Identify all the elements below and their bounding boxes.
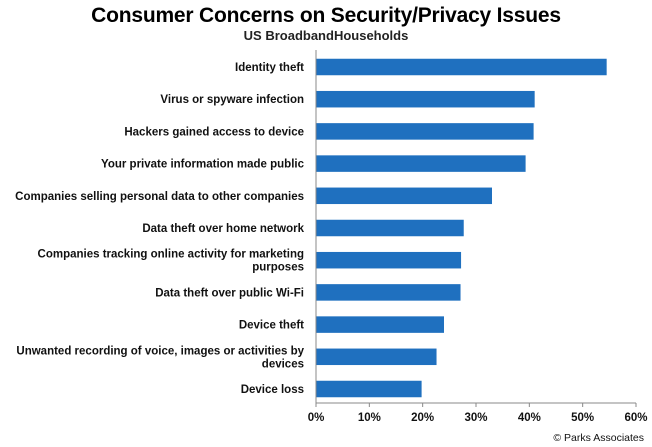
chart-title: Consumer Concerns on Security/Privacy Is… bbox=[91, 4, 561, 27]
source-note: © Parks Associates bbox=[553, 432, 644, 444]
x-tick-label: 10% bbox=[358, 412, 381, 424]
bar bbox=[316, 316, 444, 333]
bar bbox=[316, 251, 462, 269]
category-label: Hackers gained access to device bbox=[124, 126, 304, 138]
category-label: Data theft over public Wi-Fi bbox=[155, 287, 304, 299]
chart-subtitle: US BroadbandHouseholds bbox=[243, 28, 409, 43]
category-label: Your private information made public bbox=[101, 159, 305, 171]
bar bbox=[316, 58, 607, 76]
category-label: purposes bbox=[252, 262, 304, 274]
category-label: Companies tracking online activity for m… bbox=[38, 249, 304, 261]
category-label: Device theft bbox=[239, 320, 304, 332]
category-label: Unwanted recording of voice, images or a… bbox=[16, 345, 304, 357]
bar bbox=[316, 90, 535, 108]
bar bbox=[316, 123, 534, 140]
category-label: Companies selling personal data to other… bbox=[15, 191, 304, 203]
bar bbox=[316, 284, 461, 301]
bar bbox=[316, 348, 437, 366]
category-label: Virus or spyware infection bbox=[160, 94, 304, 106]
category-label: Data theft over home network bbox=[142, 223, 304, 235]
x-tick-label: 30% bbox=[464, 412, 487, 424]
category-label: Identity theft bbox=[235, 62, 304, 74]
bar bbox=[316, 380, 422, 398]
x-tick-label: 20% bbox=[411, 412, 434, 424]
bar bbox=[316, 155, 526, 172]
x-tick-label: 60% bbox=[624, 412, 647, 424]
bar bbox=[316, 219, 464, 237]
x-tick-label: 40% bbox=[518, 412, 541, 424]
category-label: Device loss bbox=[241, 384, 304, 396]
category-label: devices bbox=[262, 358, 304, 370]
bar bbox=[316, 187, 492, 205]
x-tick-label: 0% bbox=[308, 412, 325, 424]
x-tick-label: 50% bbox=[571, 412, 594, 424]
